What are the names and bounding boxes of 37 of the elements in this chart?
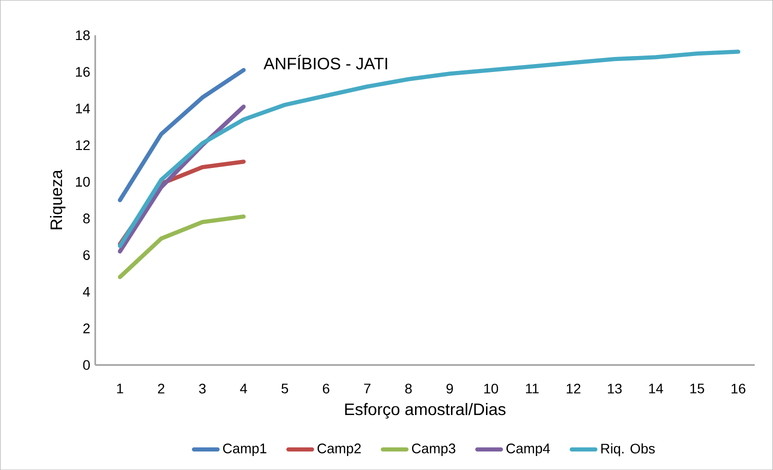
y-tick-label: 8 bbox=[83, 213, 90, 224]
x-tick-label: 13 bbox=[608, 384, 622, 394]
x-tick-label: 4 bbox=[240, 384, 248, 394]
x-tick-label: 1 bbox=[117, 384, 124, 394]
line-series bbox=[118, 214, 246, 280]
legend-label: Camp2 bbox=[318, 443, 361, 456]
y-tick-label: 12 bbox=[76, 140, 90, 150]
y-tick-label: 10 bbox=[76, 176, 90, 187]
x-tick-label: 5 bbox=[282, 384, 288, 394]
x-tick-label: 11 bbox=[526, 384, 539, 394]
y-tick-label: 4 bbox=[82, 286, 90, 296]
x-tick-label: 8 bbox=[405, 384, 412, 394]
legend-label: Camp1 bbox=[223, 443, 266, 456]
y-axis-title: Riqueza bbox=[50, 170, 66, 230]
legend-label: Camp3 bbox=[412, 443, 456, 456]
y-tick-label: 14 bbox=[76, 104, 90, 114]
line-series bbox=[118, 68, 246, 202]
x-tick-label: 3 bbox=[199, 384, 206, 394]
x-axis-title: Esforço amostral/Dias bbox=[345, 402, 506, 418]
x-tick-label: 2 bbox=[158, 384, 164, 394]
line-series bbox=[118, 50, 740, 248]
x-tick-label: 16 bbox=[732, 384, 746, 394]
legend-label: Camp4 bbox=[506, 443, 550, 456]
x-tick-label: 14 bbox=[649, 384, 664, 394]
legend-label: Riq. Obs bbox=[601, 443, 655, 456]
x-tick-label: 9 bbox=[446, 384, 453, 394]
y-tick-label: 0 bbox=[83, 360, 90, 370]
y-tick-label: 16 bbox=[76, 66, 90, 77]
x-tick-label: 10 bbox=[484, 384, 498, 394]
x-tick-label: 15 bbox=[690, 384, 704, 394]
y-tick-label: 6 bbox=[83, 250, 90, 260]
text: ANFÍBIOS - JATI bbox=[264, 54, 388, 70]
y-tick-label: 18 bbox=[76, 30, 90, 40]
x-tick-label: 7 bbox=[364, 384, 370, 394]
y-tick-label: 2 bbox=[83, 323, 90, 334]
x-tick-label: 12 bbox=[566, 384, 580, 394]
x-tick-label: 6 bbox=[322, 384, 330, 394]
